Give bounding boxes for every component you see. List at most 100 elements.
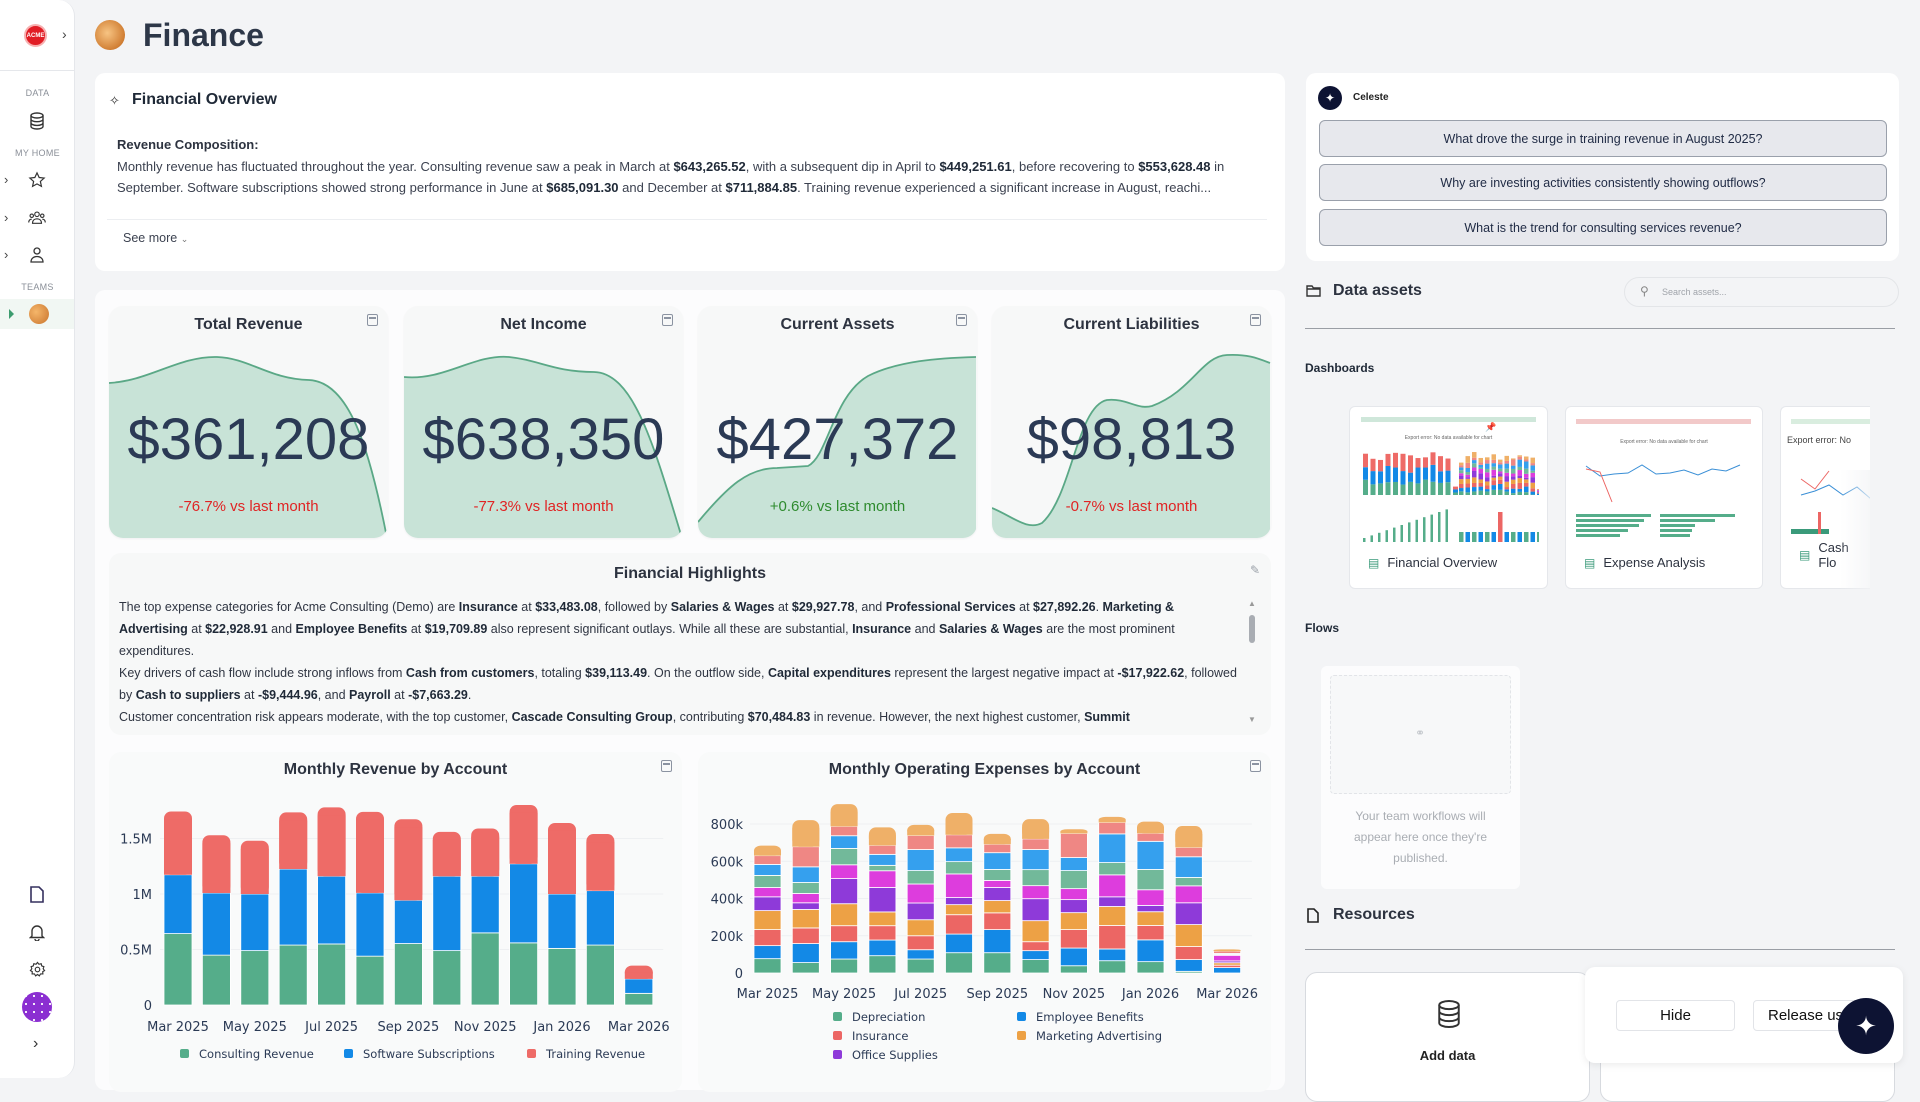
add-data-card[interactable]: Add data <box>1305 972 1590 1102</box>
bar-segment[interactable] <box>1099 961 1126 973</box>
bar-segment[interactable] <box>984 930 1011 953</box>
kpi-card[interactable]: Current Liabilities $98,813 -0.7% vs las… <box>992 306 1271 538</box>
suggested-question-button[interactable]: What drove the surge in training revenue… <box>1319 120 1887 157</box>
hide-button[interactable]: Hide <box>1616 1000 1735 1031</box>
bar-segment[interactable] <box>907 959 934 973</box>
bar-segment[interactable] <box>1099 897 1126 907</box>
legend-label[interactable]: Consulting Revenue <box>199 1047 314 1061</box>
acme-logo[interactable]: ACME <box>24 24 47 47</box>
bar-segment[interactable] <box>318 876 346 944</box>
bar-segment[interactable] <box>1060 858 1087 871</box>
bar-segment[interactable] <box>792 909 819 927</box>
bar-segment[interactable] <box>984 888 1011 901</box>
bar-segment[interactable] <box>792 903 819 910</box>
bar-segment[interactable] <box>984 869 1011 880</box>
bar-segment[interactable] <box>1060 889 1087 900</box>
gear-icon[interactable] <box>25 957 49 981</box>
bar-segment[interactable] <box>1137 841 1164 869</box>
bar-segment[interactable] <box>792 893 819 902</box>
bar-segment[interactable] <box>946 848 973 862</box>
bar-segment[interactable] <box>984 953 1011 973</box>
bar-segment[interactable] <box>279 869 307 945</box>
bar-segment[interactable] <box>279 945 307 1005</box>
bar-segment[interactable] <box>1022 960 1049 973</box>
bar-segment[interactable] <box>1060 900 1087 913</box>
bar-segment[interactable] <box>869 871 896 888</box>
bar-segment[interactable] <box>1175 847 1202 856</box>
suggested-question-button[interactable]: Why are investing activities consistentl… <box>1319 164 1887 201</box>
bar-segment[interactable] <box>394 900 422 943</box>
bar-segment[interactable] <box>984 853 1011 870</box>
bar-segment[interactable] <box>1060 871 1087 889</box>
bar-segment[interactable] <box>946 934 973 953</box>
bar-segment[interactable] <box>510 943 538 1005</box>
dashboard-card-financial-overview[interactable]: 📌 Export error: No data available for ch… <box>1349 406 1548 589</box>
bar-segment[interactable] <box>1137 890 1164 906</box>
bar-segment[interactable] <box>1022 839 1049 850</box>
see-more-button[interactable]: See more ⌄ <box>123 231 188 245</box>
bar-segment[interactable] <box>984 844 1011 852</box>
bar-segment[interactable] <box>831 879 858 904</box>
user-avatar[interactable] <box>22 992 52 1022</box>
bar-segment[interactable] <box>792 944 819 963</box>
legend-label[interactable]: Insurance <box>852 1029 908 1043</box>
bar-segment[interactable] <box>1175 960 1202 972</box>
bar-segment[interactable] <box>548 948 576 1005</box>
edit-icon[interactable]: ✎ <box>1250 563 1260 577</box>
kpi-card[interactable]: Net Income $638,350 -77.3% vs last month <box>404 306 683 538</box>
bar-segment[interactable] <box>1214 951 1241 953</box>
bar-segment[interactable] <box>1175 925 1202 947</box>
bar-segment[interactable] <box>625 993 653 1005</box>
expand-profile-chevron-icon[interactable]: › <box>4 247 16 262</box>
bar-segment[interactable] <box>241 951 269 1005</box>
bar-segment[interactable] <box>1060 966 1087 973</box>
legend-label[interactable]: Training Revenue <box>545 1047 645 1061</box>
calendar-icon[interactable] <box>956 314 967 326</box>
bar-segment[interactable] <box>946 953 973 973</box>
database-icon[interactable] <box>25 109 49 133</box>
bar-segment[interactable] <box>946 905 973 915</box>
bar-segment[interactable] <box>1175 877 1202 885</box>
bar-segment[interactable] <box>907 871 934 884</box>
bar-segment[interactable] <box>1060 948 1087 966</box>
bar-segment[interactable] <box>202 893 230 955</box>
bar-segment[interactable] <box>164 934 192 1005</box>
bar-segment[interactable] <box>1099 863 1126 875</box>
bar-segment[interactable] <box>1175 857 1202 878</box>
bar-segment[interactable] <box>1175 947 1202 960</box>
bar-segment[interactable] <box>1099 834 1126 863</box>
bar-segment[interactable] <box>907 936 934 950</box>
calendar-icon[interactable] <box>662 314 673 326</box>
bar-segment[interactable] <box>1022 870 1049 886</box>
bar-segment[interactable] <box>869 845 896 854</box>
bar-segment[interactable] <box>1175 886 1202 903</box>
bar-segment[interactable] <box>1022 951 1049 960</box>
bar-segment[interactable] <box>907 920 934 936</box>
bar-segment[interactable] <box>984 901 1011 913</box>
bar-segment[interactable] <box>1099 926 1126 949</box>
highlights-scrollbar[interactable]: ▲ ▼ <box>1246 599 1258 727</box>
legend-label[interactable]: Employee Benefits <box>1036 1010 1144 1024</box>
bar-segment[interactable] <box>754 864 781 875</box>
bar-segment[interactable] <box>1099 875 1126 897</box>
scroll-thumb[interactable] <box>1249 615 1255 643</box>
dashboard-card-expense-analysis[interactable]: Export error: No data available for char… <box>1565 406 1763 589</box>
kpi-card[interactable]: Total Revenue $361,208 -76.7% vs last mo… <box>109 306 388 538</box>
bar-segment[interactable] <box>394 944 422 1005</box>
legend-label[interactable]: Depreciation <box>852 1010 925 1024</box>
bar-segment[interactable] <box>1137 962 1164 973</box>
bar-segment[interactable] <box>907 836 934 850</box>
calendar-icon[interactable] <box>367 314 378 326</box>
bar-segment[interactable] <box>792 847 819 867</box>
group-icon[interactable] <box>25 206 49 230</box>
legend-label[interactable]: Office Supplies <box>852 1048 938 1062</box>
bar-segment[interactable] <box>1099 823 1126 834</box>
bar-segment[interactable] <box>1137 912 1164 926</box>
bar-segment[interactable] <box>754 959 781 973</box>
bar-segment[interactable] <box>946 835 973 848</box>
scroll-up-arrow-icon[interactable]: ▲ <box>1248 599 1256 608</box>
bar-segment[interactable] <box>946 874 973 898</box>
bar-segment[interactable] <box>792 928 819 944</box>
expand-sidebar-chevron-icon[interactable]: › <box>33 1035 38 1053</box>
bar-segment[interactable] <box>869 912 896 926</box>
